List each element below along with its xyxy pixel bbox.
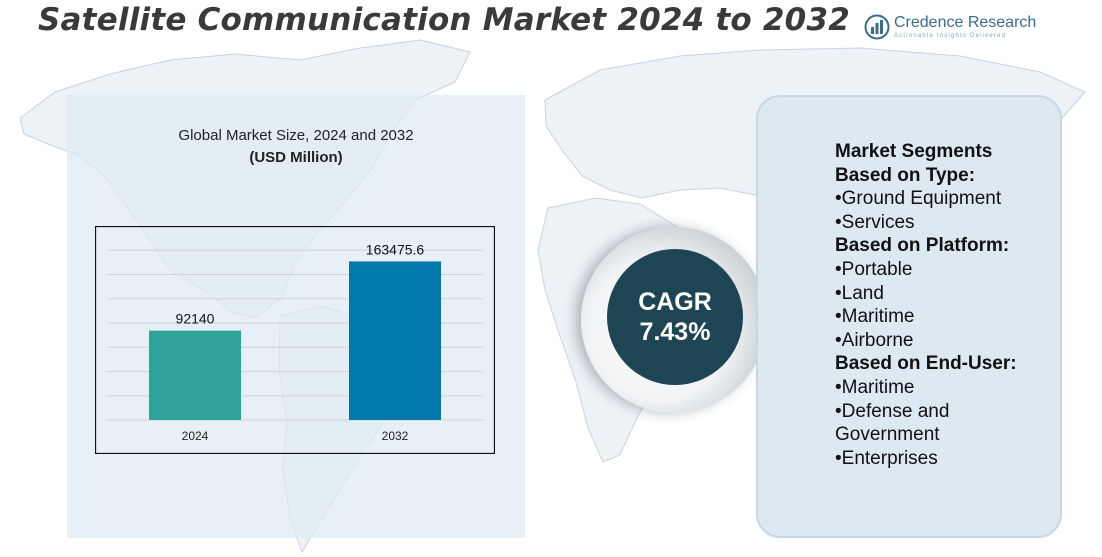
bullet-icon: • xyxy=(835,400,842,422)
bar-chart-globe-icon xyxy=(864,14,890,40)
page-title: Satellite Communication Market 2024 to 2… xyxy=(38,2,850,38)
bar-value-label: 163475.6 xyxy=(366,241,425,257)
bullet-icon: • xyxy=(835,282,842,304)
segment-item-label: Ground Equipment xyxy=(841,188,1002,210)
segment-group-title: Based on End-User: xyxy=(835,353,1017,375)
x-tick-label: 2032 xyxy=(382,429,409,443)
segment-item: •Maritime xyxy=(835,376,1050,400)
bullet-icon: • xyxy=(835,188,842,210)
bar-2024 xyxy=(149,330,241,420)
segment-item-label: Maritime xyxy=(841,306,915,328)
segment-item-label: Airborne xyxy=(841,329,914,351)
bar-2032 xyxy=(349,261,441,420)
segment-item-label: Land xyxy=(841,282,884,304)
credence-research-logo: Credence Research Actionable Insights De… xyxy=(864,14,1036,40)
segments-list: Market Segments Based on Type: •Ground Eq… xyxy=(835,140,1050,470)
segment-group-title: Based on Type: xyxy=(835,164,976,186)
x-tick-label: 2024 xyxy=(182,429,209,443)
bullet-icon: • xyxy=(835,447,842,469)
chart-title: Global Market Size, 2024 and 2032 xyxy=(178,127,414,144)
segment-item-label: Portable xyxy=(841,258,913,280)
segment-item: •Services xyxy=(835,211,1050,235)
segment-item-label: Maritime xyxy=(841,376,915,398)
segment-item: •Maritime xyxy=(835,305,1050,329)
logo-name: Credence Research xyxy=(894,14,1037,31)
segment-item: •Land xyxy=(835,282,1050,306)
segment-item: •Portable xyxy=(835,258,1050,282)
segment-group-title: Based on Platform: xyxy=(835,235,1010,257)
segment-item: •Enterprises xyxy=(835,447,1050,471)
segment-item-label: Services xyxy=(841,211,915,233)
chart-title-block: Global Market Size, 2024 and 2032 (USD M… xyxy=(67,125,525,169)
bullet-icon: • xyxy=(835,211,842,233)
logo-tagline: Actionable Insights Delivered xyxy=(894,33,1007,39)
segment-item: •Defense and Government xyxy=(835,400,1050,447)
chart-panel xyxy=(67,95,525,538)
bar-chart: 92140 2024 163475.6 2032 xyxy=(95,226,495,454)
segment-item-label: Enterprises xyxy=(841,447,938,469)
segment-item-label: Defense and Government xyxy=(835,400,950,446)
segment-item: •Ground Equipment xyxy=(835,187,1050,211)
cagr-value: 7.43% xyxy=(639,318,711,346)
segments-heading: Market Segments xyxy=(835,141,993,162)
bullet-icon: • xyxy=(835,376,842,398)
segments-panel xyxy=(756,95,1062,538)
bar-value-label: 92140 xyxy=(176,311,215,327)
cagr-badge: CAGR 7.43% xyxy=(607,249,743,385)
bullet-icon: • xyxy=(835,258,842,280)
chart-frame xyxy=(95,226,495,454)
chart-unit: (USD Million) xyxy=(249,149,343,166)
bullet-icon: • xyxy=(835,306,842,328)
cagr-label: CAGR xyxy=(638,288,712,316)
segment-item: •Airborne xyxy=(835,329,1050,353)
bullet-icon: • xyxy=(835,329,842,351)
